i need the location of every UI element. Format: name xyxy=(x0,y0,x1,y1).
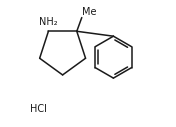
Text: NH₂: NH₂ xyxy=(39,17,58,27)
Text: Me: Me xyxy=(82,6,97,17)
Text: HCl: HCl xyxy=(30,104,46,114)
